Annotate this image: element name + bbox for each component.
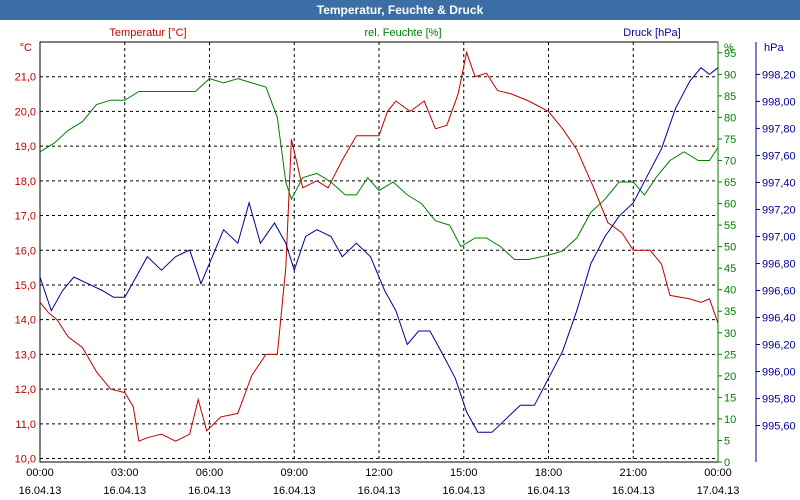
pressure-tick-label: 997,20 [762,204,796,216]
pressure-axis-title: Druck [hPa] [623,27,680,39]
humidity-tick-label: 45 [724,263,736,275]
humidity-tick-label: 15 [724,392,736,404]
pressure-tick-label: 995,80 [762,394,796,406]
humidity-tick-label: 90 [724,69,736,81]
pressure-tick-label: 997,60 [762,150,796,162]
temp-tick-label: 21,0 [15,72,36,84]
temp-unit-label: °C [20,42,32,54]
x-tick-date: 16.04.13 [273,485,316,497]
x-tick-date: 17.04.13 [697,485,740,497]
temp-tick-label: 18,0 [15,176,36,188]
series-line-humidity [39,78,719,260]
x-tick-time: 03:00 [111,467,139,479]
humidity-tick-label: 5 [724,435,730,447]
x-tick-date: 16.04.13 [188,485,231,497]
temp-tick-label: 11,0 [15,419,36,431]
humidity-tick-label: 40 [724,285,736,297]
humidity-tick-label: 55 [724,220,736,232]
x-tick-time: 00:00 [704,467,732,479]
humidity-tick-label: 10 [724,414,736,426]
series-line-temperature [39,50,719,442]
x-tick-date: 16.04.13 [442,485,485,497]
pressure-tick-label: 997,00 [762,231,796,243]
humidity-tick-label: 20 [724,371,736,383]
temp-tick-label: 17,0 [15,211,36,223]
chart-title: Temperatur, Feuchte & Druck [0,0,800,20]
grid [40,42,718,462]
temp-tick-label: 10,0 [15,454,36,466]
axes: 00:00 16.04.13 03:00 16.04.13 06:00 16.04.13 0… [15,42,796,497]
pressure-tick-label: 996,00 [762,367,796,379]
humidity-tick-label: 85 [724,91,736,103]
humidity-tick-label: 60 [724,199,736,211]
series-group [39,50,719,442]
humidity-tick-label: 0 [724,457,730,469]
pressure-tick-label: 997,40 [762,177,796,189]
x-tick-date: 16.04.13 [19,485,62,497]
pressure-tick-label: 996,20 [762,340,796,352]
x-tick-time: 18:00 [535,467,563,479]
x-tick-time: 06:00 [196,467,224,479]
pressure-tick-label: 998,00 [762,96,796,108]
pressure-tick-label: 996,80 [762,258,796,270]
temp-tick-label: 13,0 [15,349,36,361]
humidity-axis-title: rel. Feuchte [%] [364,27,441,39]
x-tick-date: 16.04.13 [612,485,655,497]
humidity-tick-label: 25 [724,349,736,361]
humidity-unit-label: % [724,42,734,54]
temp-tick-label: 16,0 [15,245,36,257]
x-tick-date: 16.04.13 [527,485,570,497]
pressure-unit-label: hPa [764,42,784,54]
x-tick-time: 15:00 [450,467,478,479]
pressure-tick-label: 996,40 [762,312,796,324]
pressure-tick-label: 998,20 [762,69,796,81]
humidity-tick-label: 35 [724,306,736,318]
pressure-tick-label: 996,60 [762,285,796,297]
x-tick-time: 21:00 [619,467,647,479]
series-line-pressure [39,67,719,433]
humidity-tick-label: 50 [724,242,736,254]
pressure-tick-label: 995,60 [762,421,796,433]
temp-tick-label: 15,0 [15,280,36,292]
x-tick-time: 12:00 [365,467,393,479]
humidity-tick-label: 80 [724,112,736,124]
temp-tick-label: 14,0 [15,315,36,327]
temp-tick-label: 20,0 [15,106,36,118]
humidity-tick-label: 65 [724,177,736,189]
humidity-tick-label: 95 [724,48,736,60]
humidity-tick-label: 70 [724,155,736,167]
x-tick-time: 00:00 [26,467,54,479]
humidity-tick-label: 75 [724,134,736,146]
x-tick-date: 16.04.13 [358,485,401,497]
temp-tick-label: 19,0 [15,141,36,153]
humidity-tick-label: 30 [724,328,736,340]
chart-area: 00:00 16.04.13 03:00 16.04.13 06:00 16.04.13 0… [15,27,796,497]
pressure-tick-label: 997,80 [762,123,796,135]
temp-tick-label: 12,0 [15,384,36,396]
x-tick-time: 09:00 [280,467,308,479]
temp-axis-title: Temperatur [°C] [109,27,186,39]
x-tick-date: 16.04.13 [103,485,146,497]
